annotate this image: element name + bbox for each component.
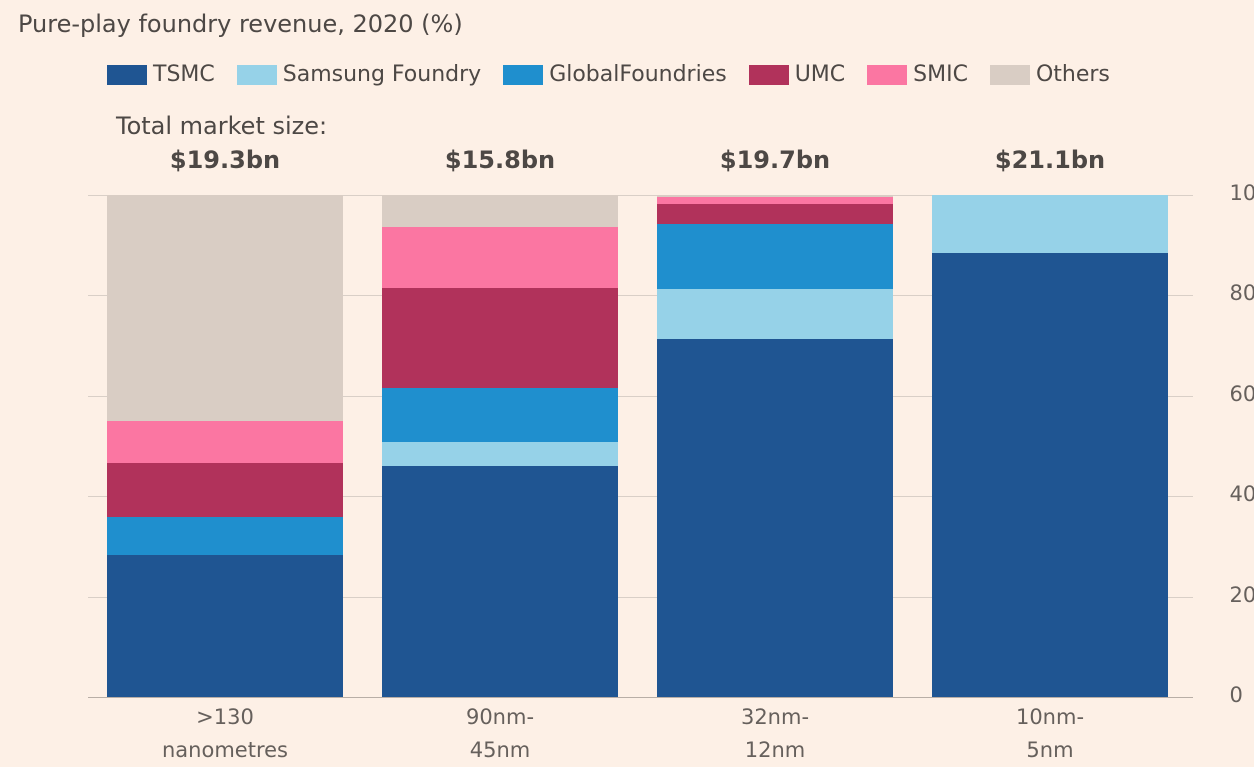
legend-swatch [236,64,277,85]
bar-segment [107,516,343,555]
bar-segment [657,224,893,289]
bar-segment [382,441,618,467]
bar-segment [382,227,618,288]
legend-swatch [107,64,147,85]
grid-line [87,496,1193,498]
legend-label: Samsung Foundry [282,62,482,87]
y-tick-label: 20 [1229,582,1254,607]
legend-label: TSMC [153,62,215,87]
bar-segment [932,195,1168,254]
bar-segment [107,195,343,421]
legend-swatch [867,64,908,85]
grid-line [87,596,1193,598]
bar-segment [657,288,893,340]
legend-label: SMIC [913,62,968,87]
bar-segment [107,554,343,697]
y-tick-label: 60 [1229,381,1254,406]
annotation: $21.1bn [994,146,1106,174]
x-tick-label: 32nm- 12nm [740,705,810,762]
x-tick-label: >130 nanometres [162,705,288,762]
legend-item: SMIC [867,62,968,87]
legend-swatch [748,64,789,85]
legend-swatch [503,64,544,85]
bar-segment [657,195,893,197]
annotation-heading: Total market size: [116,112,328,140]
y-tick-label: 40 [1229,482,1254,507]
legend-label: Others [1035,62,1110,87]
legend-item: TSMC [107,62,215,87]
y-tick-label: 0 [1229,683,1243,707]
y-tick-label: 80 [1229,281,1254,306]
bar-segment [382,466,618,697]
x-tick-label: 10nm- 5nm [1015,705,1085,762]
bar-segment [107,463,343,517]
grid-line [87,395,1193,397]
bar-segment [932,253,1168,697]
legend-item: Samsung Foundry [236,62,482,87]
legend-label: UMC [794,62,846,87]
chart-title: Pure-play foundry revenue, 2020 (%) [18,10,463,38]
legend-item: Others [989,62,1110,87]
grid-line [87,295,1193,297]
annotation: $15.8bn [444,146,556,174]
bar-segment [382,287,618,388]
legend-label: GlobalFoundries [549,62,727,87]
bar-segment [107,420,343,464]
annotation: $19.7bn [719,146,831,174]
y-tick-label: 100 [1229,181,1254,205]
bar-segment [382,387,618,442]
bar-segment [657,339,893,697]
annotation: $19.3bn [169,146,281,174]
legend-item: GlobalFoundries [503,62,727,87]
legend-item: UMC [748,62,846,87]
grid-line [87,697,1193,698]
legend: TSMC Samsung Foundry GlobalFoundries UMC SMI… [107,62,1110,87]
x-tick-label: 90nm- 45nm [465,705,535,762]
bar-segment [657,197,893,205]
legend-swatch [989,64,1030,85]
bar-segment [657,204,893,225]
grid-line [87,195,1193,196]
bar-segment [382,195,618,228]
